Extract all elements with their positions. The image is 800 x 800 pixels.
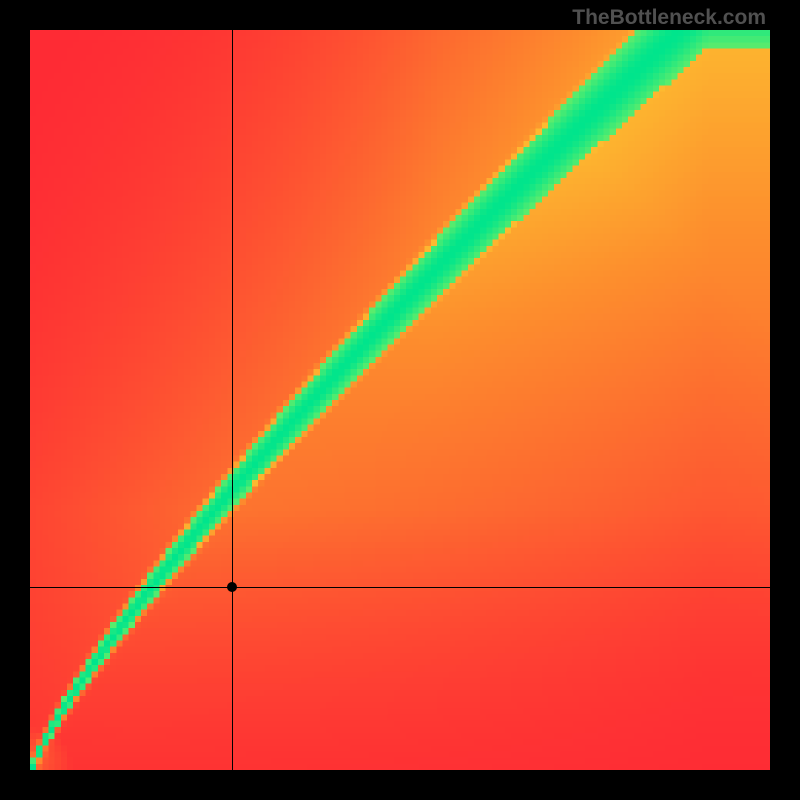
heatmap-plot-area: [30, 30, 770, 770]
crosshair-vertical: [232, 30, 233, 770]
bottleneck-heatmap: [30, 30, 770, 770]
data-point-marker: [227, 582, 237, 592]
watermark-text: TheBottleneck.com: [572, 6, 766, 30]
crosshair-horizontal: [30, 587, 770, 588]
